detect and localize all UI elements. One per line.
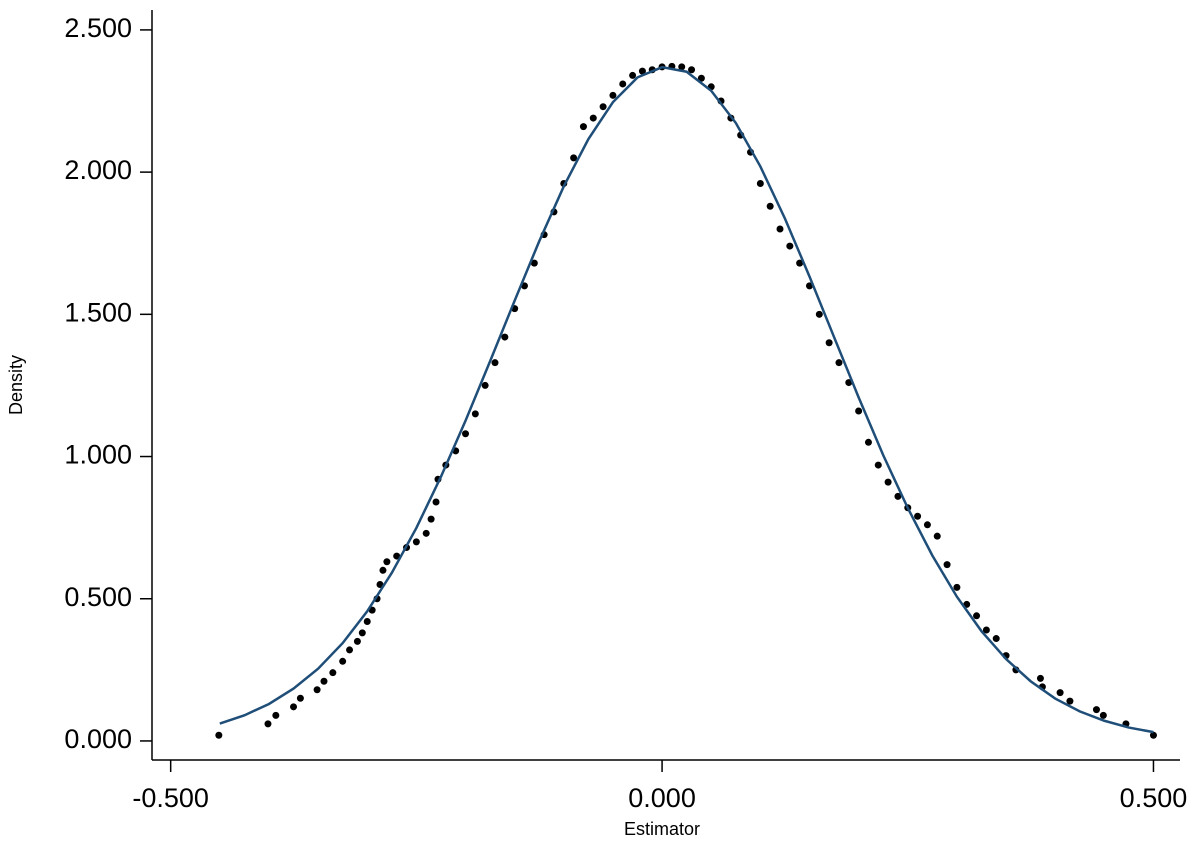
data-point xyxy=(688,66,696,74)
data-point xyxy=(358,629,366,637)
data-point xyxy=(530,259,538,267)
data-point xyxy=(599,103,607,111)
data-point xyxy=(864,438,872,446)
data-point xyxy=(481,381,489,389)
data-point xyxy=(353,637,361,645)
data-point xyxy=(1099,711,1107,719)
data-point xyxy=(629,71,637,79)
data-point xyxy=(393,552,401,560)
y-tick-label: 0.500 xyxy=(64,582,132,612)
data-point xyxy=(432,498,440,506)
data-point xyxy=(835,359,843,367)
data-point xyxy=(825,339,833,347)
data-point xyxy=(427,515,435,523)
data-point xyxy=(296,694,304,702)
data-point xyxy=(992,635,1000,643)
x-tick-label: 0.500 xyxy=(1120,783,1188,813)
data-point xyxy=(339,657,347,665)
data-point xyxy=(923,521,931,529)
data-point xyxy=(1036,674,1044,682)
data-point xyxy=(412,538,420,546)
y-tick-label: 2.000 xyxy=(64,155,132,185)
data-point xyxy=(290,703,298,711)
data-point xyxy=(874,461,882,469)
data-point xyxy=(678,63,686,71)
data-point xyxy=(776,225,784,233)
data-point xyxy=(320,677,328,685)
data-point xyxy=(1092,706,1100,714)
data-point xyxy=(313,686,321,694)
x-axis-title: Estimator xyxy=(624,819,700,839)
data-point xyxy=(579,123,587,131)
data-point xyxy=(491,359,499,367)
data-point xyxy=(884,478,892,486)
data-point xyxy=(346,646,354,654)
data-point xyxy=(589,114,597,122)
data-point xyxy=(756,179,764,187)
data-point xyxy=(697,74,705,82)
data-point xyxy=(462,430,470,438)
x-tick-label: 0.000 xyxy=(628,783,696,813)
data-point xyxy=(501,333,509,341)
y-axis-title: Density xyxy=(6,355,26,415)
data-point xyxy=(982,626,990,634)
data-point xyxy=(786,242,794,250)
data-point xyxy=(796,259,804,267)
data-point xyxy=(933,532,941,540)
data-point xyxy=(1149,731,1157,739)
data-point xyxy=(383,558,391,566)
data-point xyxy=(570,154,578,162)
data-point xyxy=(914,512,922,520)
y-tick-label: 0.000 xyxy=(64,724,132,754)
data-point xyxy=(1066,697,1074,705)
data-point xyxy=(422,529,430,537)
data-point xyxy=(272,711,280,719)
data-point xyxy=(471,410,479,418)
data-point xyxy=(973,612,981,620)
y-tick-label: 1.500 xyxy=(64,297,132,327)
x-tick-label: -0.500 xyxy=(132,783,209,813)
data-point xyxy=(766,202,774,210)
data-point xyxy=(953,583,961,591)
y-tick-label: 2.500 xyxy=(64,13,132,43)
data-point xyxy=(329,669,337,677)
data-point xyxy=(609,91,617,99)
data-point xyxy=(894,492,902,500)
density-curve xyxy=(219,65,1154,734)
data-point xyxy=(379,566,387,574)
data-point xyxy=(638,67,646,75)
data-point xyxy=(363,617,371,625)
data-point xyxy=(619,80,627,88)
data-point xyxy=(943,561,951,569)
data-point xyxy=(264,720,272,728)
data-point xyxy=(215,731,223,739)
y-tick-label: 1.000 xyxy=(64,440,132,470)
data-point xyxy=(1056,689,1064,697)
data-point xyxy=(855,407,863,415)
data-point xyxy=(815,310,823,318)
